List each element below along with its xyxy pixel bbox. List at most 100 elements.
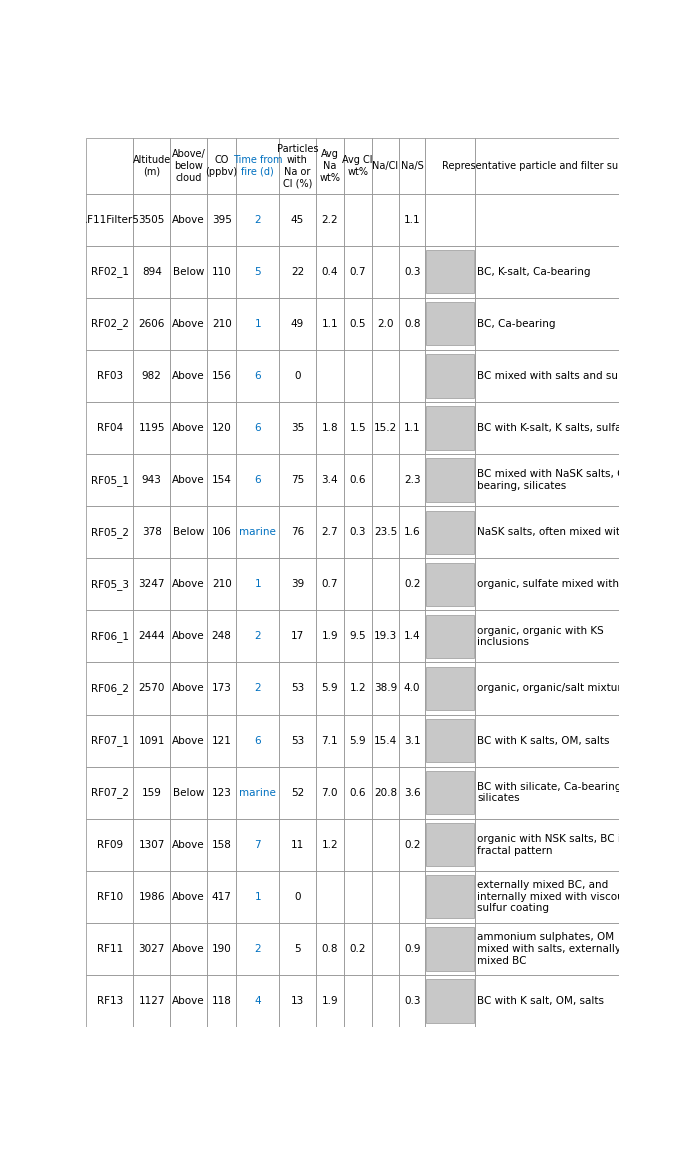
Bar <box>207 194 237 246</box>
Bar <box>237 298 279 350</box>
Bar <box>475 507 619 559</box>
Bar <box>279 194 316 246</box>
Text: 1.9: 1.9 <box>321 996 338 1006</box>
Text: 6: 6 <box>255 370 261 381</box>
Text: 1.1: 1.1 <box>404 215 420 225</box>
Bar <box>170 818 207 871</box>
Text: 2.3: 2.3 <box>404 475 420 485</box>
Text: BC with K-salt, K salts, sulfates: BC with K-salt, K salts, sulfates <box>477 424 638 433</box>
Bar <box>207 507 237 559</box>
Text: Above: Above <box>172 892 205 901</box>
Bar <box>279 818 316 871</box>
Text: 1.2: 1.2 <box>350 683 366 694</box>
Bar <box>475 714 619 766</box>
Text: 1.2: 1.2 <box>321 840 338 849</box>
Text: RF11Filter5: RF11Filter5 <box>80 215 139 225</box>
Text: 0.6: 0.6 <box>350 788 366 797</box>
Text: 0.6: 0.6 <box>350 475 366 485</box>
Bar <box>316 402 344 454</box>
Text: Above: Above <box>172 944 205 954</box>
Bar <box>344 350 372 402</box>
Bar <box>316 714 344 766</box>
Bar <box>344 559 372 610</box>
Bar <box>237 714 279 766</box>
Bar <box>427 250 473 293</box>
Bar <box>86 194 133 246</box>
Bar <box>237 662 279 714</box>
Bar <box>427 615 473 658</box>
Text: 19.3: 19.3 <box>374 631 397 642</box>
Text: 417: 417 <box>212 892 232 901</box>
Bar <box>425 871 475 923</box>
Text: 1.8: 1.8 <box>321 424 338 433</box>
Text: 0.3: 0.3 <box>404 267 420 277</box>
Bar <box>427 510 473 554</box>
Bar <box>170 610 207 662</box>
Text: 156: 156 <box>212 370 232 381</box>
Text: Above: Above <box>172 840 205 849</box>
Bar <box>344 194 372 246</box>
Text: 894: 894 <box>142 267 162 277</box>
Bar <box>279 766 316 818</box>
Bar <box>133 610 170 662</box>
Text: RF05_2: RF05_2 <box>91 526 129 538</box>
Bar <box>316 662 344 714</box>
Text: 0.2: 0.2 <box>350 944 366 954</box>
Text: RF05_3: RF05_3 <box>91 579 129 590</box>
Bar <box>425 766 475 818</box>
Text: 395: 395 <box>212 215 232 225</box>
Text: 121: 121 <box>212 735 232 745</box>
Bar <box>133 818 170 871</box>
Text: Below: Below <box>173 267 204 277</box>
Bar <box>279 402 316 454</box>
Text: 6: 6 <box>255 475 261 485</box>
Text: Time from
fire (d): Time from fire (d) <box>233 156 283 177</box>
Bar <box>237 350 279 402</box>
Text: 0.2: 0.2 <box>404 579 420 590</box>
Bar <box>425 402 475 454</box>
Text: 0.2: 0.2 <box>404 840 420 849</box>
Bar <box>400 923 425 975</box>
Text: 4.0: 4.0 <box>404 683 420 694</box>
Bar <box>372 559 400 610</box>
Text: 4: 4 <box>255 996 261 1006</box>
Text: BC, K-salt, Ca-bearing: BC, K-salt, Ca-bearing <box>477 267 591 277</box>
Text: 210: 210 <box>212 579 232 590</box>
Text: 0.8: 0.8 <box>321 944 338 954</box>
Bar <box>400 402 425 454</box>
Text: 2: 2 <box>255 683 261 694</box>
Bar <box>344 871 372 923</box>
Bar <box>475 246 619 298</box>
Text: NaSK salts, often mixed with BC: NaSK salts, often mixed with BC <box>477 527 645 537</box>
Bar <box>427 458 473 502</box>
Bar <box>170 246 207 298</box>
Bar <box>170 559 207 610</box>
Bar <box>400 714 425 766</box>
Bar <box>427 980 473 1022</box>
Bar <box>316 507 344 559</box>
Bar <box>475 818 619 871</box>
Text: 20.8: 20.8 <box>374 788 397 797</box>
Bar <box>207 610 237 662</box>
Bar <box>86 246 133 298</box>
Bar <box>400 610 425 662</box>
Bar <box>279 298 316 350</box>
Text: 5: 5 <box>255 267 261 277</box>
Bar <box>170 662 207 714</box>
Bar <box>400 138 425 194</box>
Bar <box>372 298 400 350</box>
Bar <box>279 350 316 402</box>
Bar <box>86 298 133 350</box>
Text: Above: Above <box>172 319 205 329</box>
Bar <box>237 871 279 923</box>
Text: 76: 76 <box>291 527 304 537</box>
Bar <box>425 298 475 350</box>
Bar <box>372 454 400 507</box>
Bar <box>316 350 344 402</box>
Bar <box>475 766 619 818</box>
Bar <box>427 771 473 815</box>
Bar <box>207 402 237 454</box>
Bar <box>425 138 475 194</box>
Bar <box>372 871 400 923</box>
Bar <box>170 975 207 1027</box>
